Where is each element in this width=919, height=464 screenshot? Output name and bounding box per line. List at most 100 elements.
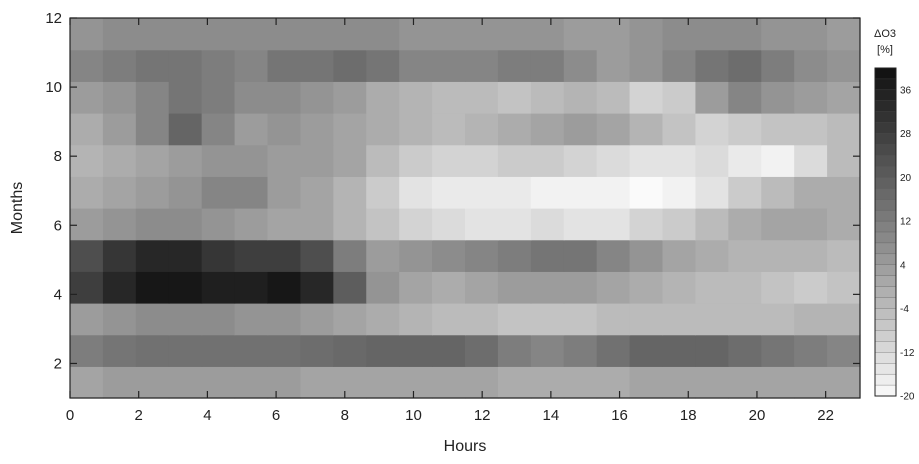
heatmap-cell [102,271,137,304]
heatmap-cell [563,303,598,336]
heatmap-cell [300,208,334,241]
heatmap-cell [234,366,269,399]
heatmap-cell [267,208,302,241]
heatmap-cell [102,176,137,209]
heatmap-cell [234,18,269,51]
heatmap-cell [300,144,334,177]
heatmap-cell [399,81,433,114]
colorbar-band [874,166,897,178]
heatmap-cell [70,239,104,272]
heatmap-cell [563,81,598,114]
heatmap-cell [728,176,762,209]
heatmap-cell [794,271,828,304]
colorbar-band [874,275,897,288]
heatmap-cell [827,49,861,82]
x-tick-label: 2 [135,407,143,424]
heatmap-cell [563,176,598,209]
heatmap-cell [695,49,729,82]
heatmap-cell [563,18,598,51]
colorbar-band [874,319,897,331]
heatmap-cell [662,366,697,399]
heatmap-cell [201,334,236,367]
heatmap-cell [102,208,137,241]
heatmap-cell [465,113,499,146]
heatmap-cells [70,18,861,399]
heatmap-cell [629,366,664,399]
heatmap-cell [267,334,302,367]
heatmap-cell [695,208,729,241]
colorbar-band [874,78,897,91]
heatmap-cell [497,271,532,304]
heatmap-cell [728,113,762,146]
heatmap-cell [168,113,203,146]
heatmap-cell [827,176,861,209]
colorbar-band [874,144,897,156]
heatmap-cell [234,239,269,272]
colorbar-bands [874,67,897,397]
x-tick-label: 8 [341,407,349,424]
heatmap-cell [728,18,762,51]
heatmap-cell [761,303,795,336]
heatmap-cell [432,334,466,367]
heatmap-cell [102,239,137,272]
heatmap-cell [563,208,598,241]
heatmap-cell [70,113,104,146]
colorbar: 36 28 20 12 4 -4 -12 -20 ΔO3 [%] [874,28,915,403]
colorbar-band [874,384,897,397]
heatmap-cell [695,239,729,272]
y-tick-label: 10 [45,79,62,96]
heatmap-cell [596,303,631,336]
heatmap-cell [563,271,598,304]
heatmap-cell [70,18,104,51]
heatmap-cell [432,49,466,82]
heatmap-cell [432,366,466,399]
heatmap-cell [70,176,104,209]
heatmap-cell [366,176,400,209]
heatmap-cell [168,334,203,367]
heatmap-cell [102,366,137,399]
heatmap-cell [399,176,433,209]
heatmap-cell [497,334,532,367]
y-tick-label: 6 [54,217,62,234]
heatmap-cell [366,334,400,367]
heatmap-cell [794,113,828,146]
heatmap-cell [761,239,795,272]
heatmap-cell [267,81,302,114]
heatmap-cell [596,81,631,114]
heatmap-cell [300,334,334,367]
heatmap-cell [70,81,104,114]
heatmap-cell [70,366,104,399]
heatmap-cell [300,49,334,82]
heatmap-cell [794,208,828,241]
heatmap-cell [432,303,466,336]
colorbar-band [874,330,897,342]
colorbar-tick-label: 28 [900,129,912,140]
heatmap-cell [465,271,499,304]
heatmap-cell [629,18,664,51]
heatmap-cell [366,18,400,51]
colorbar-band [874,199,897,211]
heatmap-cell [629,208,664,241]
x-tick-label: 6 [272,407,280,424]
heatmap-cell [432,144,466,177]
heatmap-cell [135,208,170,241]
heatmap-cell [497,303,532,336]
heatmap-cell [530,144,565,177]
heatmap-cell [530,303,565,336]
heatmap-cell [695,113,729,146]
colorbar-band [874,352,897,364]
heatmap-cell [629,81,664,114]
y-tick-label: 4 [54,286,62,303]
heatmap-cell [530,176,565,209]
heatmap-cell [728,271,762,304]
heatmap-cell [333,334,367,367]
heatmap-cell [497,113,532,146]
heatmap-cell [399,366,433,399]
heatmap-cell [530,113,565,146]
heatmap-cell [761,49,795,82]
heatmap-cell [300,81,334,114]
x-axis-label: Hours [444,438,487,455]
colorbar-band [874,89,897,102]
y-axis-label: Months [9,182,26,234]
heatmap-cell [465,239,499,272]
